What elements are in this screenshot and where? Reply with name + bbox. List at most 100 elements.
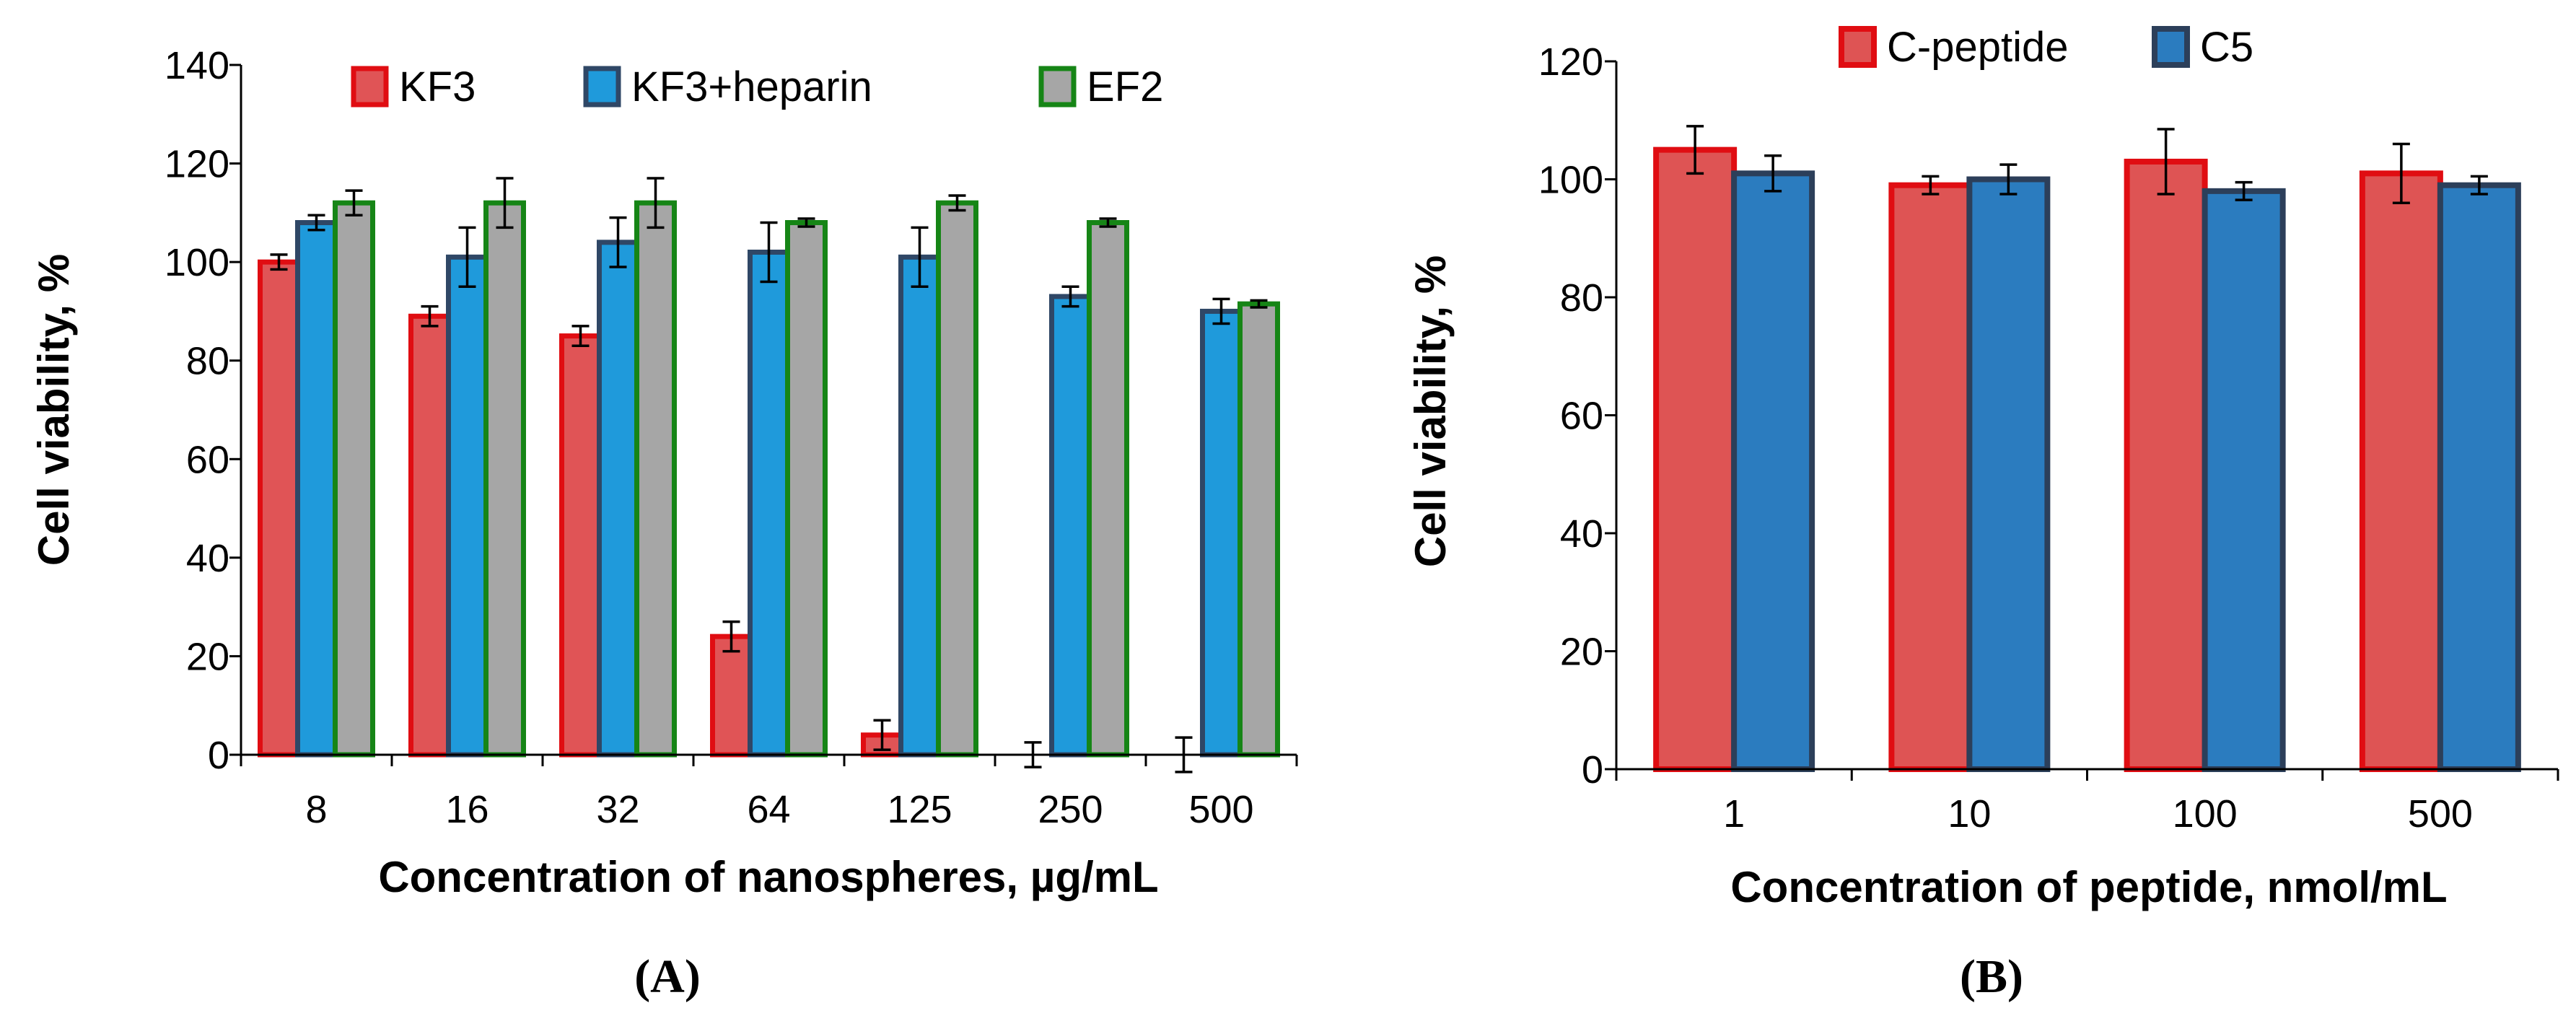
panel-a-label: (A)	[634, 950, 701, 1003]
panel-a-x-tick-label: 8	[305, 788, 327, 831]
panel-b-bar-c5-100	[2202, 188, 2286, 773]
panel-a-bar-kf3-heparin-8	[295, 220, 338, 758]
panel-a-error-bar-ef2-500	[1250, 299, 1268, 309]
panel-b-bar-c-peptide-100	[2124, 158, 2208, 773]
panel-a-x-tick-label: 32	[596, 788, 639, 831]
panel-b-legend-swatch-c5	[2152, 26, 2190, 68]
panel-a-error-bar-kf3-64	[722, 620, 740, 653]
panel-a-y-tick-label: 40	[186, 537, 229, 580]
panel-a-bar-kf3-heparin-250	[1049, 294, 1092, 758]
panel-b-y-tick-label: 20	[1560, 631, 1603, 674]
panel-a-error-bar-kf3-heparin-250	[1061, 285, 1079, 308]
panel-b-error-bars	[1686, 125, 2488, 204]
panel-a-error-bar-kf3-16	[421, 304, 439, 328]
panel-a-legend-label-kf3-heparin: KF3+heparin	[631, 63, 872, 110]
panel-b-error-bar-c-peptide-1	[1686, 125, 1704, 175]
panel-a-legend: KF3 KF3+heparin EF2	[351, 63, 1163, 110]
panel-a-bars	[258, 200, 1280, 758]
panel-b-y-tick-label: 60	[1560, 395, 1603, 438]
panel-a-bar-ef2-8	[333, 200, 375, 758]
panel-b-y-tick-label: 80	[1560, 276, 1603, 320]
panel-a-legend-swatch-kf3-heparin	[583, 66, 621, 108]
panel-a-bar-kf3-heparin-32	[597, 240, 639, 758]
panel-a-x-tick-label: 500	[1188, 788, 1253, 831]
panel-a-bar-ef2-125	[936, 200, 978, 758]
panel-a-error-bar-kf3-8	[270, 253, 288, 271]
panel-a-y-tick-label: 60	[186, 438, 229, 481]
panel-a-error-bar-ef2-125	[948, 194, 966, 212]
panel-a-x-tick-label: 250	[1038, 788, 1103, 831]
panel-b-error-bar-c5-10	[1999, 163, 2018, 196]
panel-b-y-tick-label: 40	[1560, 512, 1603, 556]
panel-b-error-bar-c-peptide-500	[2392, 142, 2410, 204]
panel-a-bar-ef2-16	[483, 200, 526, 758]
panel-b-y-tick-label: 120	[1538, 40, 1603, 84]
panel-a-legend-label-kf3: KF3	[399, 63, 476, 110]
panel-a-error-bar-kf3-125	[873, 719, 891, 751]
panel-a-y-ticks: 0 20 40 60 80 100 120 140	[165, 44, 241, 777]
panel-a-y-tick-label: 100	[165, 241, 229, 284]
panel-b-error-bar-c5-500	[2470, 175, 2488, 196]
panel-a-y-tick-label: 120	[165, 143, 229, 186]
panel-b-x-axis-title: Concentration of peptide, nmol/mL	[1730, 863, 2447, 911]
panel-a-bar-ef2-64	[785, 220, 828, 758]
panel-a-y-axis-title: Cell viability, %	[30, 254, 78, 566]
panel-a-error-bar-ef2-250	[1099, 217, 1117, 228]
panel-b-y-tick-label: 100	[1538, 159, 1603, 202]
panel-a-error-bar-ef2-8	[345, 189, 363, 217]
panel-b-x-tick-label: 10	[1948, 792, 1991, 836]
panel-b-x-tick-label: 1	[1723, 792, 1745, 836]
panel-a-error-bar-ef2-64	[797, 217, 815, 228]
panel-b-y-ticks: 0 20 40 60 80 100 120	[1538, 40, 1616, 792]
panel-a-bar-kf3-heparin-64	[748, 249, 790, 758]
panel-a-error-bar-kf3-32	[571, 325, 590, 347]
panel-b-bar-c-peptide-1	[1653, 146, 1738, 772]
panel-b-legend-label-c-peptide: C-peptide	[1887, 24, 2068, 71]
panel-a-y-tick-label: 20	[186, 635, 229, 678]
panel-b-legend-swatch-c-peptide	[1839, 26, 1877, 68]
panel-b-x-tick-label: 100	[2173, 792, 2238, 836]
panel-a-x-tick-label: 16	[445, 788, 489, 831]
panel-b-bar-c-peptide-500	[2359, 170, 2443, 772]
panel-a-error-bar-kf3-heparin-500	[1212, 297, 1230, 325]
panel-a-error-bar-kf3-heparin-125	[911, 226, 929, 289]
panel-a-error-bar-kf3-heparin-64	[760, 221, 778, 284]
panel-a-bar-ef2-32	[634, 200, 677, 758]
panel-b-legend: C-peptide C5	[1839, 24, 2253, 71]
panel-b-bar-c5-1	[1731, 170, 1815, 772]
panel-a-y-tick-label: 80	[186, 340, 229, 383]
panel-a-error-bar-kf3-heparin-8	[307, 214, 325, 232]
panel-b-error-bar-c5-1	[1764, 154, 1782, 193]
panel-a-error-bar-ef2-32	[647, 177, 665, 229]
panel-b-y-axis-title: Cell viability, %	[1406, 255, 1455, 567]
panel-b-x-ticks: 1 10 100 500	[1615, 769, 2559, 836]
panel-a-bar-kf3-heparin-125	[898, 254, 941, 758]
panel-a-legend-swatch-ef2	[1038, 66, 1077, 108]
panel-b-error-bar-c5-100	[2235, 180, 2253, 201]
panel-b-x-tick-label: 500	[2408, 792, 2473, 836]
panel-b-bars	[1653, 146, 2521, 773]
panel-a-y-tick-label: 140	[165, 44, 229, 87]
panel-b-bar-c-peptide-10	[1888, 182, 1973, 772]
panel-a-bar-ef2-250	[1087, 220, 1129, 758]
panel-a-error-bar-kf3-heparin-32	[609, 216, 627, 268]
panel-a-legend-label-ef2: EF2	[1087, 63, 1163, 110]
panel-a-legend-swatch-kf3	[351, 66, 389, 108]
panel-b-legend-label-c5: C5	[2200, 24, 2253, 71]
panel-b-y-tick-label: 0	[1582, 748, 1603, 792]
panel-b-error-bar-c-peptide-10	[1922, 175, 1940, 196]
panel-a-bar-kf3-8	[258, 259, 300, 758]
panel-a-bar-kf3-heparin-500	[1200, 308, 1243, 758]
panel-a-x-tick-label: 64	[747, 788, 790, 831]
panel-a-bar-kf3-32	[559, 333, 602, 758]
panel-b-label: (B)	[1960, 950, 2023, 1003]
panel-a-bar-ef2-500	[1237, 301, 1280, 758]
panel-a-bar-kf3-16	[408, 313, 451, 758]
panel-a-bar-kf3-64	[710, 634, 753, 758]
panel-a-y-tick-label: 0	[208, 734, 229, 777]
panel-b-bar-c5-500	[2437, 182, 2521, 772]
panel-a-error-bar-kf3-heparin-16	[458, 226, 476, 289]
